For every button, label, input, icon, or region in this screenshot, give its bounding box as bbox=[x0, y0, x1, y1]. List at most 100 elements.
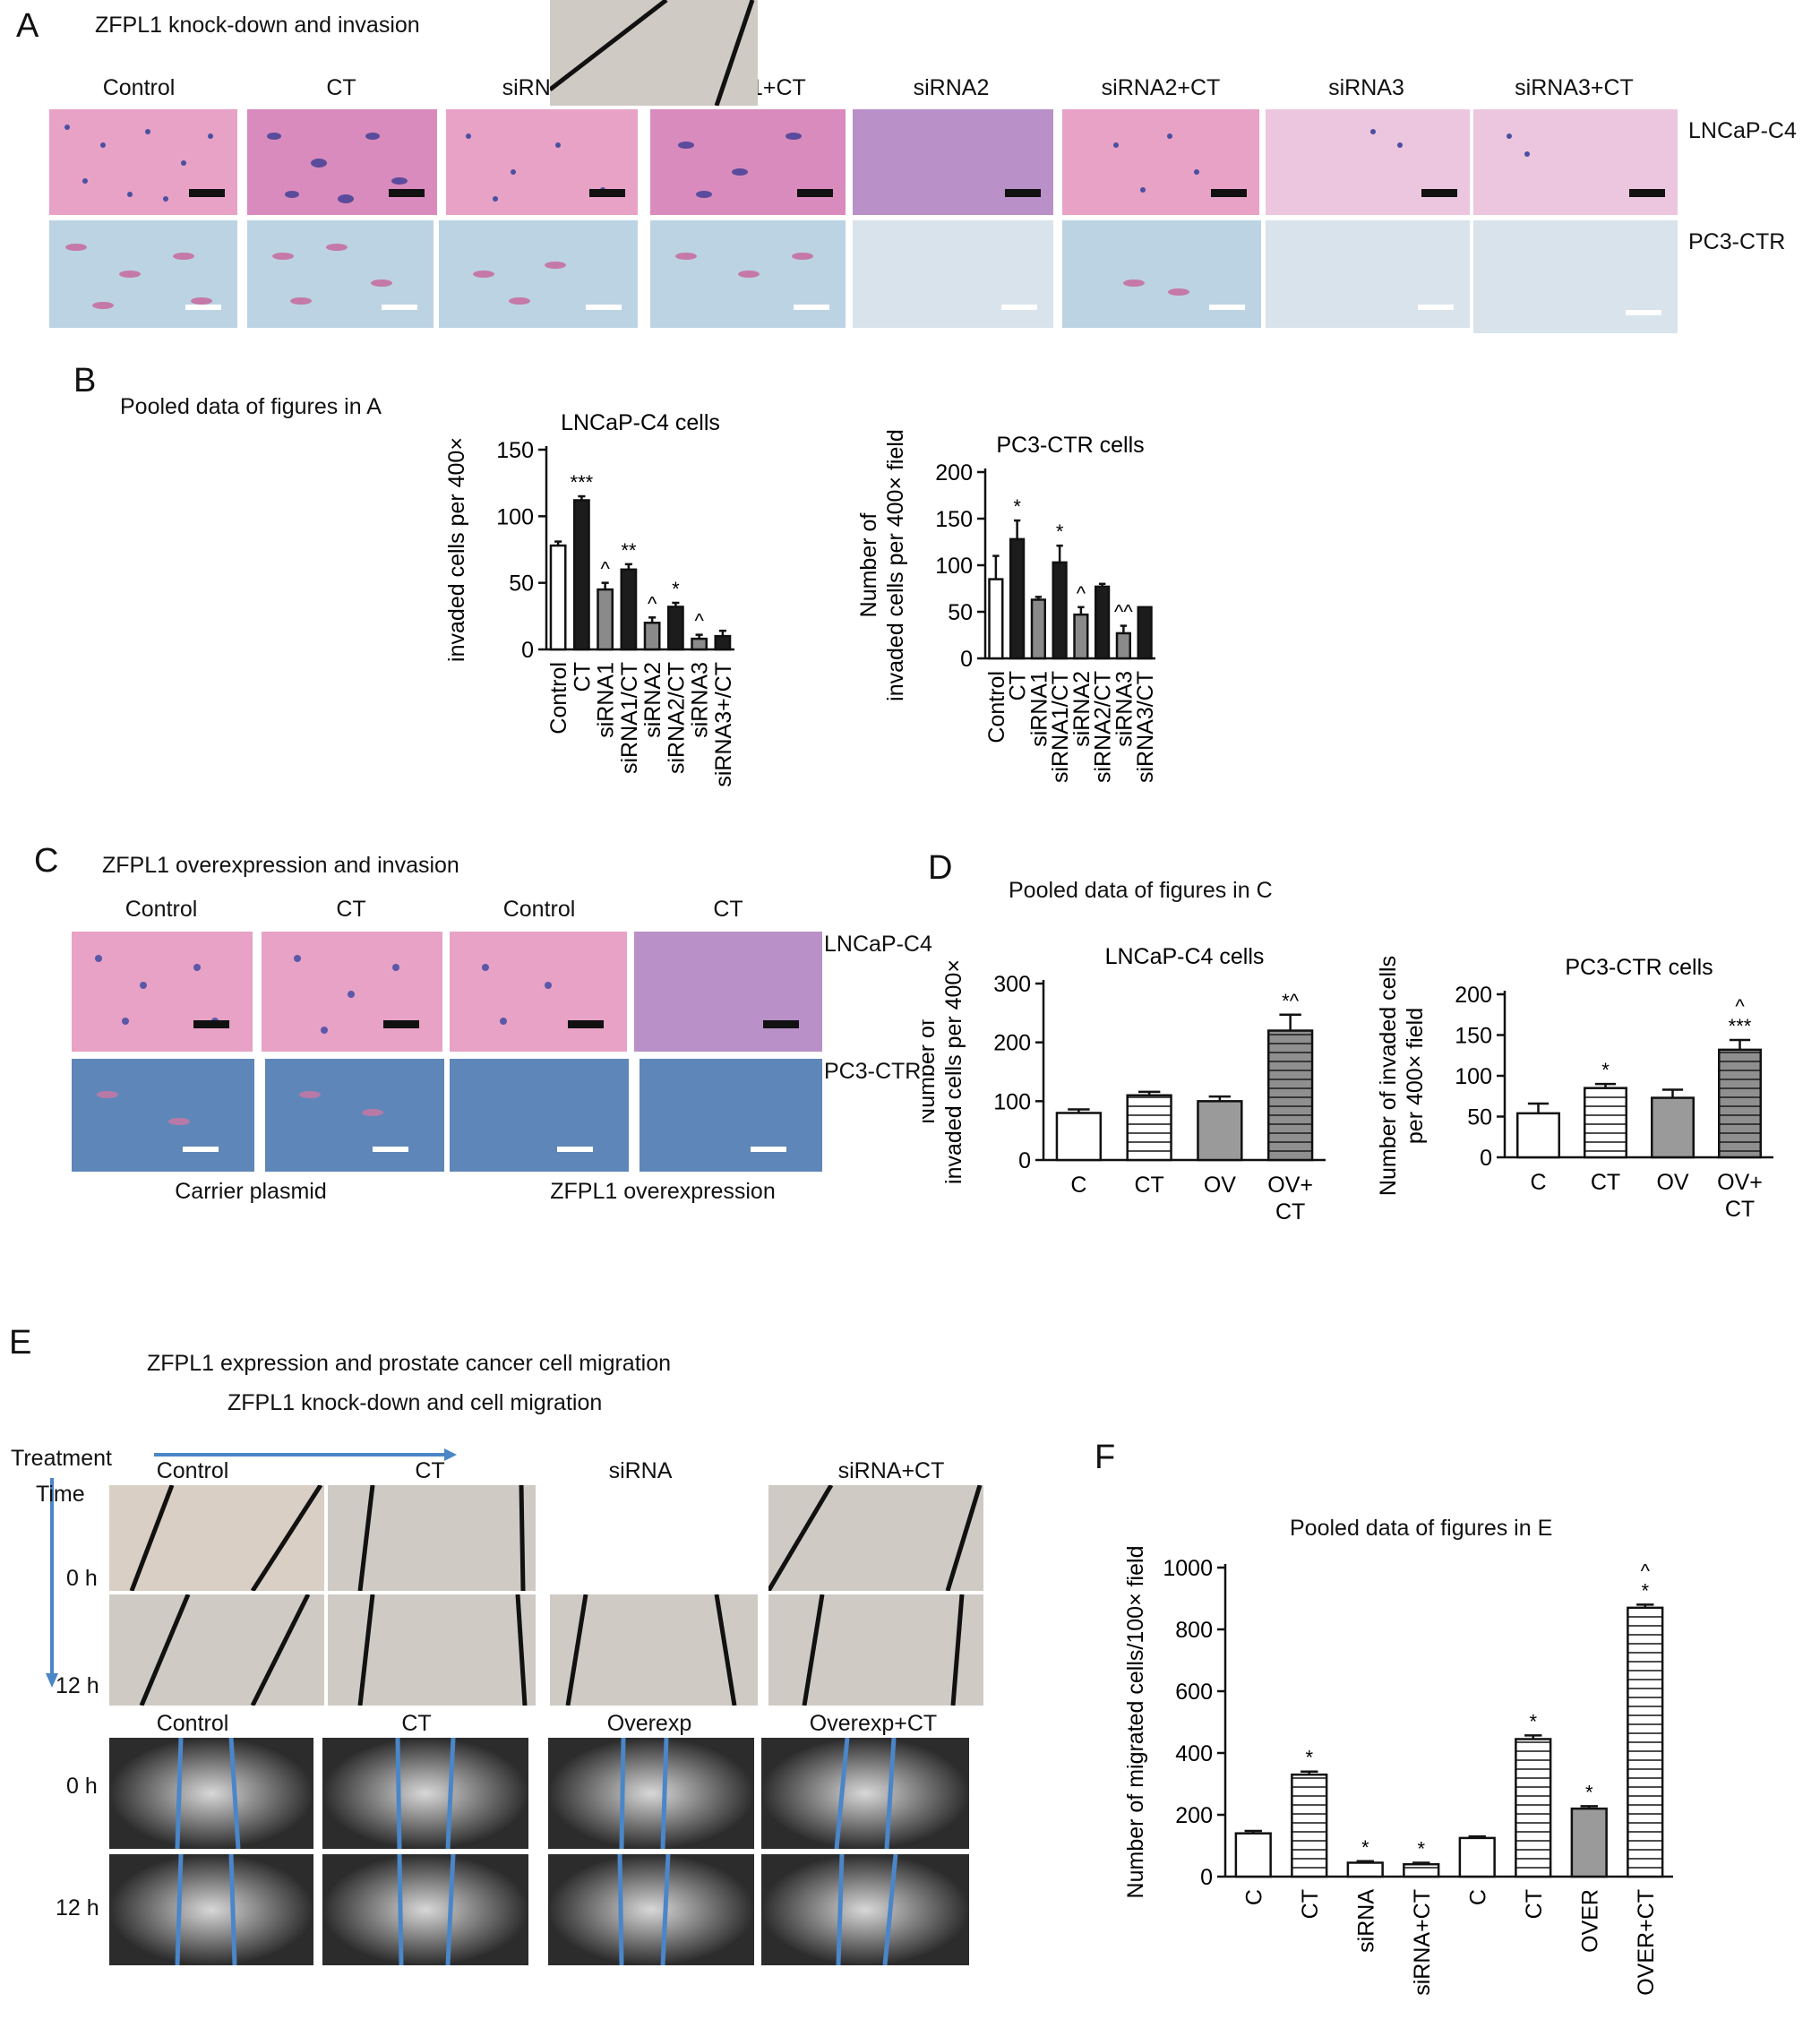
cell-dots bbox=[294, 955, 399, 1034]
bar bbox=[1115, 632, 1131, 660]
bar bbox=[1403, 1862, 1440, 1878]
scratch-bottom-overexp-ct-0h bbox=[761, 1738, 969, 1849]
micrograph-c-lncap-3 bbox=[450, 932, 627, 1052]
col-label-e-bottom-control: Control bbox=[156, 1711, 229, 1736]
bar bbox=[1515, 1738, 1552, 1878]
cell-dots bbox=[95, 955, 219, 1025]
significance-mark: * bbox=[1056, 520, 1064, 543]
y-tick-label: 0 bbox=[521, 638, 534, 663]
chart-title: PC3-CTR cells bbox=[996, 433, 1144, 458]
cell-dots bbox=[1507, 133, 1530, 157]
cell-dots bbox=[466, 133, 605, 202]
scratch-lines bbox=[129, 1485, 323, 1591]
y-tick-label: 200 bbox=[993, 1031, 1031, 1056]
x-tick-label: CT bbox=[1006, 671, 1031, 700]
y-tick-label: 200 bbox=[935, 460, 973, 486]
cell-dots bbox=[482, 964, 552, 1025]
bar bbox=[714, 634, 732, 651]
y-tick-label: 0 bbox=[1018, 1148, 1031, 1173]
x-tick-label: OV+ bbox=[1267, 1173, 1313, 1198]
significance-mark: ** bbox=[621, 539, 637, 562]
bar bbox=[1137, 606, 1153, 660]
label-time: Time bbox=[36, 1482, 85, 1507]
micrograph-a-lncap-sirna1 bbox=[446, 109, 638, 215]
micrograph-c-pc3-2 bbox=[265, 1059, 444, 1172]
col-label-sirna2-ct: siRNA2+CT bbox=[1101, 75, 1221, 100]
scratch-bottom-overexp-ct-12h bbox=[761, 1854, 969, 1965]
scratch-lines bbox=[548, 1854, 754, 1965]
micrograph-a-lncap-sirna3-ct bbox=[1473, 109, 1678, 215]
y-tick-label: 150 bbox=[935, 507, 973, 532]
scratch-lines bbox=[357, 1485, 526, 1591]
y-tick-label: 100 bbox=[935, 554, 973, 579]
y-axis-label: Number of invaded cellsper 400× field bbox=[1379, 956, 1428, 1196]
y-tick-label: 300 bbox=[993, 972, 1031, 997]
y-tick-label: 100 bbox=[1455, 1064, 1492, 1089]
cell-dots bbox=[473, 262, 566, 305]
x-tick-label: siRNA2 bbox=[640, 662, 665, 738]
y-tick-label: 50 bbox=[948, 600, 973, 625]
bar bbox=[1030, 598, 1046, 660]
cell-dots bbox=[675, 253, 813, 278]
x-tick-label: CT bbox=[570, 662, 595, 692]
bar bbox=[1126, 1094, 1172, 1162]
panel-letter-a: A bbox=[16, 7, 39, 45]
scratch-bottom-control-12h bbox=[109, 1854, 313, 1965]
col-label-control: Control bbox=[102, 75, 176, 100]
cell-dots bbox=[267, 133, 408, 203]
bar bbox=[1052, 561, 1068, 660]
row-label-e-top-12h: 12 h bbox=[56, 1673, 99, 1698]
panel-c-title: ZFPL1 overexpression and invasion bbox=[102, 853, 459, 878]
bar bbox=[1516, 1112, 1560, 1159]
col-label-e-sirna: siRNA bbox=[608, 1458, 673, 1483]
micrograph-c-lncap-2 bbox=[262, 932, 442, 1052]
col-label-sirna3-ct: siRNA3+CT bbox=[1515, 75, 1634, 100]
micrograph-a-pc3-ct bbox=[247, 220, 434, 328]
x-tick-label: siRNA3+/CT bbox=[711, 662, 736, 787]
y-tick-label: 0 bbox=[1200, 1865, 1213, 1890]
micrograph-a-lncap-sirna1-ct bbox=[650, 109, 846, 215]
scratch-bottom-control-0h bbox=[109, 1738, 313, 1849]
col-label-ct: CT bbox=[326, 75, 356, 100]
x-tick-label: siRNA2/CT bbox=[664, 662, 689, 774]
x-tick-label: OV bbox=[1656, 1170, 1688, 1195]
cell-dots bbox=[678, 133, 802, 198]
footer-carrier-plasmid: Carrier plasmid bbox=[175, 1179, 327, 1204]
x-tick-label: siRNA+CT bbox=[1410, 1889, 1435, 1996]
x-tick-label: OV bbox=[1204, 1173, 1236, 1198]
x-tick-label: siRNA1/CT bbox=[617, 662, 642, 774]
y-tick-label: 50 bbox=[1467, 1105, 1492, 1130]
bar bbox=[1095, 585, 1111, 660]
y-tick-label: 100 bbox=[496, 504, 534, 529]
x-tick-label: siRNA3 bbox=[688, 662, 713, 738]
scratch-lines bbox=[548, 1738, 754, 1849]
scratch-top-sirna-12h bbox=[550, 1594, 758, 1706]
row-label-c-lncap: LNCaP-C4 bbox=[824, 932, 932, 957]
x-tick-label: C bbox=[1241, 1889, 1266, 1905]
col-label-c-ct-2: CT bbox=[713, 897, 743, 922]
bar bbox=[691, 637, 708, 651]
micrograph-a-pc3-control bbox=[49, 220, 237, 328]
micrograph-a-pc3-sirna2 bbox=[853, 220, 1053, 328]
y-axis-label: Number ofinvaded cells per 400× field bbox=[860, 429, 908, 701]
bar bbox=[620, 568, 638, 651]
significance-mark: ^ bbox=[1641, 1560, 1651, 1582]
significance-mark: * bbox=[1013, 495, 1021, 518]
panel-letter-c: C bbox=[34, 842, 59, 880]
scratch-lines bbox=[761, 1738, 969, 1849]
y-axis-label: Number of migrated cells/100× field bbox=[1123, 1546, 1148, 1899]
scratch-lines bbox=[565, 1594, 737, 1706]
bar bbox=[1291, 1773, 1328, 1878]
bar bbox=[1055, 1112, 1103, 1162]
col-label-e-sirna-ct: siRNA+CT bbox=[837, 1458, 945, 1483]
bar bbox=[1234, 1832, 1272, 1878]
scratch-lines bbox=[322, 1738, 528, 1849]
micrograph-a-lncap-ct bbox=[247, 109, 437, 215]
significance-mark: * bbox=[672, 578, 680, 600]
scratch-lines bbox=[768, 1485, 983, 1591]
bar bbox=[1197, 1100, 1243, 1162]
significance-mark: * bbox=[1305, 1747, 1313, 1769]
significance-mark: ^ bbox=[1077, 582, 1086, 605]
significance-mark: *^ bbox=[1282, 990, 1300, 1012]
label-treatment: Treatment bbox=[11, 1446, 113, 1471]
